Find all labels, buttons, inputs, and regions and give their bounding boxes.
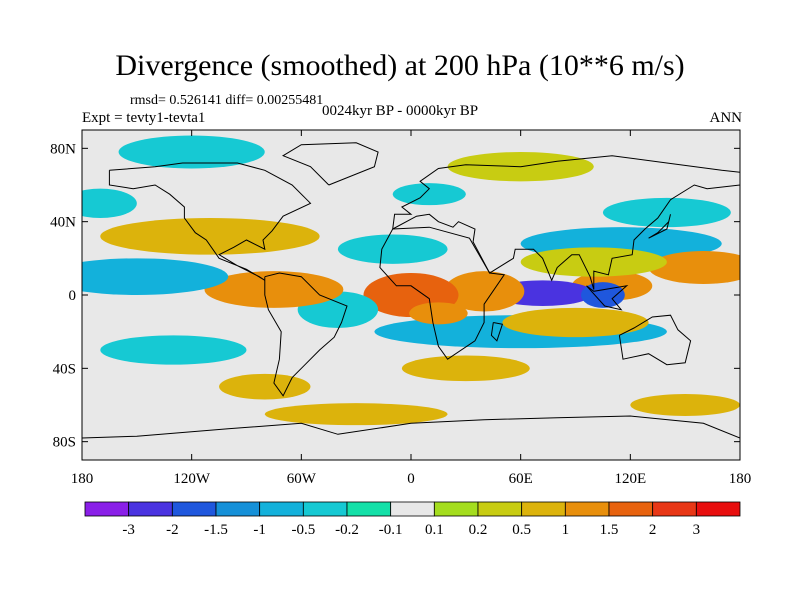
y-tick-label-3: 40S [53, 361, 76, 377]
colorbar-swatch-10 [521, 501, 566, 517]
y-tick-label-4: 80S [53, 435, 76, 451]
y-axis: 80N 40N 0 40S 80S [50, 141, 740, 451]
anomaly-13 [82, 258, 229, 295]
y-tick-label-0: 80N [50, 141, 76, 157]
colorbar-label-5: -0.2 [335, 522, 359, 538]
period-label: 0024kyr BP - 0000kyr BP [321, 103, 479, 119]
anomaly-16 [337, 234, 448, 264]
coastline-2 [281, 142, 379, 186]
x-tick-label-2: 60W [287, 471, 317, 487]
anomaly-20 [264, 403, 448, 426]
anomaly-14 [100, 335, 247, 365]
colorbar-swatch-11 [564, 501, 610, 517]
x-tick-label-1: 120W [173, 471, 211, 487]
colorbar-label-6: -0.1 [379, 522, 403, 538]
x-tick-label-0: 180 [71, 471, 94, 487]
anomaly-22 [219, 373, 311, 400]
coastline-5 [618, 314, 692, 366]
anomaly-17 [392, 183, 466, 206]
colorbar-label-8: 0.2 [469, 522, 488, 538]
colorbar-swatch-4 [259, 501, 304, 517]
experiment-label: Expt = tevty1-tevta1 [82, 110, 206, 126]
colorbar-label-4: -0.5 [291, 522, 315, 538]
colorbar-swatch-13 [652, 501, 697, 517]
x-tick-label-3: 0 [407, 471, 415, 487]
anomaly-21 [630, 394, 740, 416]
x-tick-label-5: 120E [614, 471, 646, 487]
y-tick-label-1: 40N [50, 215, 76, 231]
coastlines [82, 142, 740, 439]
colorbar-swatch-14 [695, 501, 741, 517]
colorbar-label-0: -3 [122, 522, 135, 538]
anomaly-8 [443, 271, 525, 312]
rmsd-stats: rmsd= 0.526141 diff= 0.00255481 [130, 93, 324, 108]
anomaly-1 [648, 251, 740, 284]
colorbar-label-11: 1.5 [600, 522, 619, 538]
colorbar-label-1: -2 [166, 522, 179, 538]
colorbar-label-9: 0.5 [512, 522, 531, 538]
x-tick-label-4: 60E [509, 471, 533, 487]
colorbar-label-10: 1 [562, 522, 570, 538]
x-tick-label-6: 180 [729, 471, 752, 487]
map-field [82, 130, 740, 460]
colorbar-swatch-3 [215, 501, 261, 517]
anomaly-12 [204, 271, 344, 308]
colorbar [84, 501, 741, 517]
coastline-1 [264, 272, 348, 397]
colorbar-label-12: 2 [649, 522, 657, 538]
colorbar-label-13: 3 [693, 522, 701, 538]
anomaly-6 [502, 307, 649, 338]
colorbar-label-3: -1 [253, 522, 266, 538]
colorbar-swatch-5 [302, 501, 348, 517]
x-axis: 180 120W 60W 0 60E 120E 180 [71, 130, 752, 487]
colorbar-label-7: 0.1 [425, 522, 444, 538]
y-tick-label-2: 0 [69, 288, 77, 304]
coastline-0 [108, 162, 312, 281]
colorbar-swatch-0 [84, 501, 130, 517]
chart-title: Divergence (smoothed) at 200 hPa (10**6 … [115, 49, 685, 82]
coastline-6 [490, 322, 504, 342]
colorbar-swatch-1 [128, 501, 173, 517]
colorbar-swatch-6 [346, 501, 392, 517]
anomaly-18 [118, 135, 265, 169]
anomaly-23 [401, 355, 530, 382]
colorbar-swatch-8 [433, 501, 479, 517]
colorbar-label-2: -1.5 [204, 522, 228, 538]
colorbar-swatch-2 [171, 501, 217, 517]
colorbar-swatch-7 [390, 501, 435, 517]
anomaly-15 [100, 218, 320, 255]
anomaly-10 [409, 302, 468, 325]
coastline-8 [648, 214, 671, 239]
coastline-7 [586, 285, 629, 311]
colorbar-swatch-9 [477, 501, 523, 517]
coastline-9 [82, 415, 740, 439]
colorbar-labels: -3 -2 -1.5 -1 -0.5 -0.2 -0.1 0.1 0.2 0.5 1 1.5 2 3 [122, 522, 700, 538]
colorbar-swatch-12 [608, 501, 654, 517]
anomaly-25 [82, 188, 137, 218]
coastline-4 [392, 155, 740, 290]
season-label: ANN [709, 110, 743, 126]
anomaly-24 [602, 197, 731, 228]
